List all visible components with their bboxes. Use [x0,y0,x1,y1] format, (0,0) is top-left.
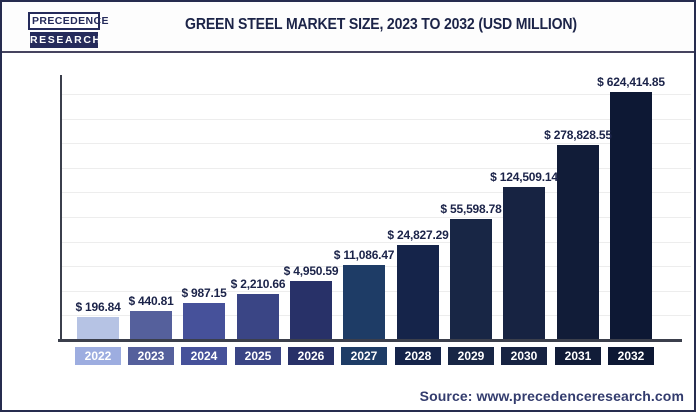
y-axis-line [60,75,62,341]
x-tick-2029: 2029 [448,347,494,365]
bar-2031 [557,145,599,339]
bar-value-label-2031: $ 278,828.55 [544,128,612,142]
gridline [61,242,691,243]
gridline [61,94,691,95]
gridline [61,119,691,120]
bar-value-label-2026: $ 4,950.59 [283,264,339,278]
x-tick-2024: 2024 [181,347,227,365]
logo-line-research: RESEARCH [30,32,102,48]
bar-value-label-2024: $ 987.15 [181,286,227,300]
x-tick-2031: 2031 [555,347,601,365]
bar-value-label-2032: $ 624,414.85 [597,75,665,89]
bar-2032 [610,92,652,339]
header: PRECEDENCE RESEARCH GREEN STEEL MARKET S… [2,2,694,53]
source-credit: Source: www.precedenceresearch.com [419,388,684,404]
bar-2023 [130,311,172,339]
logo-line-precedence: PRECEDENCE [28,12,109,30]
bar-2025 [237,294,279,339]
x-tick-2032: 2032 [608,347,654,365]
x-tick-2028: 2028 [395,347,441,365]
bar-value-label-2028: $ 24,827.29 [387,228,449,242]
x-tick-2026: 2026 [288,347,334,365]
bar-2022 [77,317,119,339]
bar-value-label-2027: $ 11,086.47 [333,248,395,262]
bar-2026 [290,281,332,339]
x-tick-2023: 2023 [128,347,174,365]
bar-value-label-2030: $ 124,509.14 [490,170,558,184]
bar-2030 [503,187,545,339]
bar-value-label-2022: $ 196.84 [75,300,121,314]
x-axis-line [58,339,682,342]
bar-value-label-2025: $ 2,210.66 [230,277,286,291]
bar-2028 [397,245,439,339]
gridline [61,192,691,193]
bar-value-label-2023: $ 440.81 [128,294,174,308]
gridline [61,168,691,169]
gridline [61,217,691,218]
gridline [61,143,691,144]
x-tick-2027: 2027 [341,347,387,365]
chart-title: GREEN STEEL MARKET SIZE, 2023 TO 2032 (U… [185,16,577,33]
bar-2027 [343,265,385,339]
bar-2024 [183,303,225,339]
x-tick-2025: 2025 [235,347,281,365]
x-tick-2022: 2022 [75,347,121,365]
bar-2029 [450,219,492,339]
x-tick-2030: 2030 [501,347,547,365]
precedence-research-logo: PRECEDENCE RESEARCH [28,12,109,48]
bar-value-label-2029: $ 55,598.78 [440,202,502,216]
